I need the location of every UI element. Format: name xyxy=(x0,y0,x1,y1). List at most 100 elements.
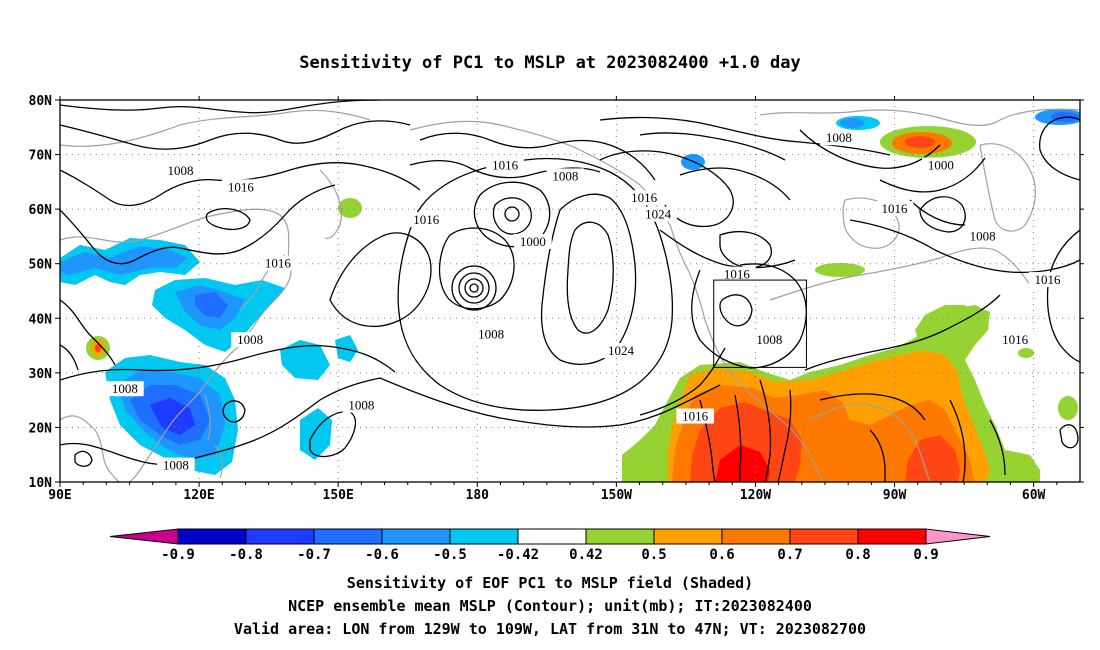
caption-line-3: Valid area: LON from 129W to 109W, LAT f… xyxy=(234,620,866,638)
lat-tick-label: 80N xyxy=(29,94,53,109)
colorbar-swatch xyxy=(177,528,247,545)
contour-label: 1016 xyxy=(631,190,658,205)
contour-label-bg xyxy=(259,255,297,271)
colorbar-swatch xyxy=(789,528,859,545)
contour-label-bg xyxy=(963,228,1002,244)
colorbar-swatch xyxy=(857,528,927,545)
mslp-contour xyxy=(691,263,807,369)
colorbar-swatch xyxy=(245,528,315,545)
colorbar-swatch xyxy=(721,528,791,545)
contour-label: 1024 xyxy=(608,343,635,358)
mslp-contour xyxy=(699,379,792,482)
contour-label-bg xyxy=(486,157,524,173)
contour-label-bg xyxy=(222,179,260,195)
contour-label: 1016 xyxy=(265,256,292,271)
colorbar-label: 0.42 xyxy=(569,547,603,563)
lon-tick-label: 60W xyxy=(1022,488,1046,503)
positive-sensitivity-area xyxy=(815,263,865,277)
contour-label-bg xyxy=(875,201,914,217)
contour-label-bg xyxy=(546,168,585,184)
mslp-contour xyxy=(849,219,1080,274)
mslp-contour xyxy=(1039,116,1080,181)
mslp-contour xyxy=(60,299,116,371)
mslp-contour xyxy=(492,197,532,235)
mslp-contour xyxy=(799,129,941,169)
colorbar: -0.9 -0.8 -0.7 -0.6 -0.5 -0.42 0.42 0.5 0.6 0.7 0.… xyxy=(109,528,991,563)
coastline-greenland xyxy=(979,143,1037,232)
mslp-contour xyxy=(819,393,926,482)
contour-label-bg xyxy=(996,332,1034,348)
graticule xyxy=(60,100,1080,482)
colorbar-low-triangle xyxy=(109,528,179,545)
contour-label-bg xyxy=(676,408,714,424)
mslp-contour xyxy=(1059,424,1079,449)
contour-label: 1016 xyxy=(228,179,255,194)
lat-tick-label: 50N xyxy=(29,258,53,273)
lon-tick-label: 120W xyxy=(740,488,771,503)
lon-tick-label: 90W xyxy=(883,488,907,503)
positive-sensitivity-area xyxy=(715,445,770,482)
lon-tick-label: 90E xyxy=(48,488,71,503)
mslp-contour xyxy=(639,132,786,161)
positive-sensitivity-area xyxy=(905,136,935,148)
caption-line-1: Sensitivity of EOF PC1 to MSLP field (Sh… xyxy=(347,574,753,592)
mslp-contour xyxy=(504,206,520,222)
mslp-contour xyxy=(639,347,726,416)
mslp-contour xyxy=(949,399,1006,482)
negative-sensitivity-area xyxy=(280,340,330,380)
positive-sensitivity-area xyxy=(1058,396,1078,420)
positive-sensitivity-area xyxy=(338,198,362,218)
colorbar-swatch xyxy=(585,528,655,545)
contour-label: 1000 xyxy=(520,234,546,249)
positive-sensitivity-area xyxy=(690,402,802,482)
contour-label: 1000 xyxy=(928,157,954,172)
colorbar-label: 0.6 xyxy=(709,547,734,563)
mslp-contour xyxy=(879,157,986,226)
contour-labels: 1008101610160810081008100810081016101610… xyxy=(106,130,1067,473)
contour-label: 1008 xyxy=(970,228,996,243)
mslp-contour xyxy=(60,184,336,265)
coastline-gulf xyxy=(809,403,931,482)
colorbar-swatch xyxy=(449,528,519,545)
contour-label-bg xyxy=(407,212,446,228)
colorbar-label: -0.7 xyxy=(297,547,331,563)
colorbar-label: -0.6 xyxy=(365,547,399,563)
lat-tick-label: 30N xyxy=(29,367,53,382)
mslp-contour xyxy=(1046,229,1080,363)
contour-label-bg xyxy=(161,162,200,178)
colorbar-label: -0.5 xyxy=(433,547,467,563)
contour-label: 1008 xyxy=(112,381,138,396)
lat-tick-label: 70N xyxy=(29,149,53,164)
contour-label: 1008 xyxy=(348,398,374,413)
coastline-asia xyxy=(60,208,292,482)
colorbar-high-triangle xyxy=(925,528,991,545)
contour-label-bg xyxy=(1028,272,1067,288)
contour-label-bg xyxy=(639,206,677,222)
lon-tick-label: 120E xyxy=(183,488,214,503)
colorbar-label: 0.7 xyxy=(777,547,802,563)
mslp-contour xyxy=(804,294,1001,371)
caption-line-2: NCEP ensemble mean MSLP (Contour); unit(… xyxy=(288,597,812,615)
coastline-north-america xyxy=(769,247,1031,301)
contour-label-bg xyxy=(625,190,663,206)
coastline-asia xyxy=(60,415,121,482)
mslp-contour xyxy=(60,344,396,381)
mslp-contour xyxy=(719,231,772,269)
contour-label-bg xyxy=(231,332,269,348)
colorbar-label: -0.8 xyxy=(229,547,263,563)
negative-sensitivity-area xyxy=(335,335,358,362)
colorbar-label: -0.9 xyxy=(161,547,195,563)
coastline-alaska xyxy=(409,120,826,482)
positive-sensitivity-area xyxy=(905,435,960,482)
mslp-contour xyxy=(309,411,357,458)
colorbar-swatch xyxy=(381,528,451,545)
contour-label: 1016 xyxy=(413,212,440,227)
colorbar-swatch xyxy=(653,528,723,545)
latitude-axis: 80N 70N 60N 50N 40N 30N 20N 10N xyxy=(29,94,1084,491)
mslp-contour xyxy=(566,221,614,334)
lat-tick-label: 20N xyxy=(29,421,53,436)
mslp-contour xyxy=(60,100,381,114)
contour-label: 1016 xyxy=(1035,272,1062,287)
contour-label: 1016 xyxy=(724,267,751,282)
mslp-contour xyxy=(458,272,490,304)
